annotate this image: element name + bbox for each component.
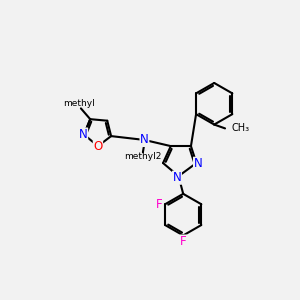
Text: F: F: [180, 235, 187, 248]
Text: N: N: [140, 134, 149, 146]
Text: N: N: [194, 157, 202, 170]
Text: N: N: [172, 171, 182, 184]
Text: N: N: [79, 128, 88, 141]
Text: O: O: [93, 140, 103, 153]
Text: methyl2: methyl2: [124, 152, 162, 161]
Text: F: F: [156, 198, 162, 211]
Text: CH₃: CH₃: [231, 123, 249, 134]
Text: methyl: methyl: [63, 99, 94, 108]
